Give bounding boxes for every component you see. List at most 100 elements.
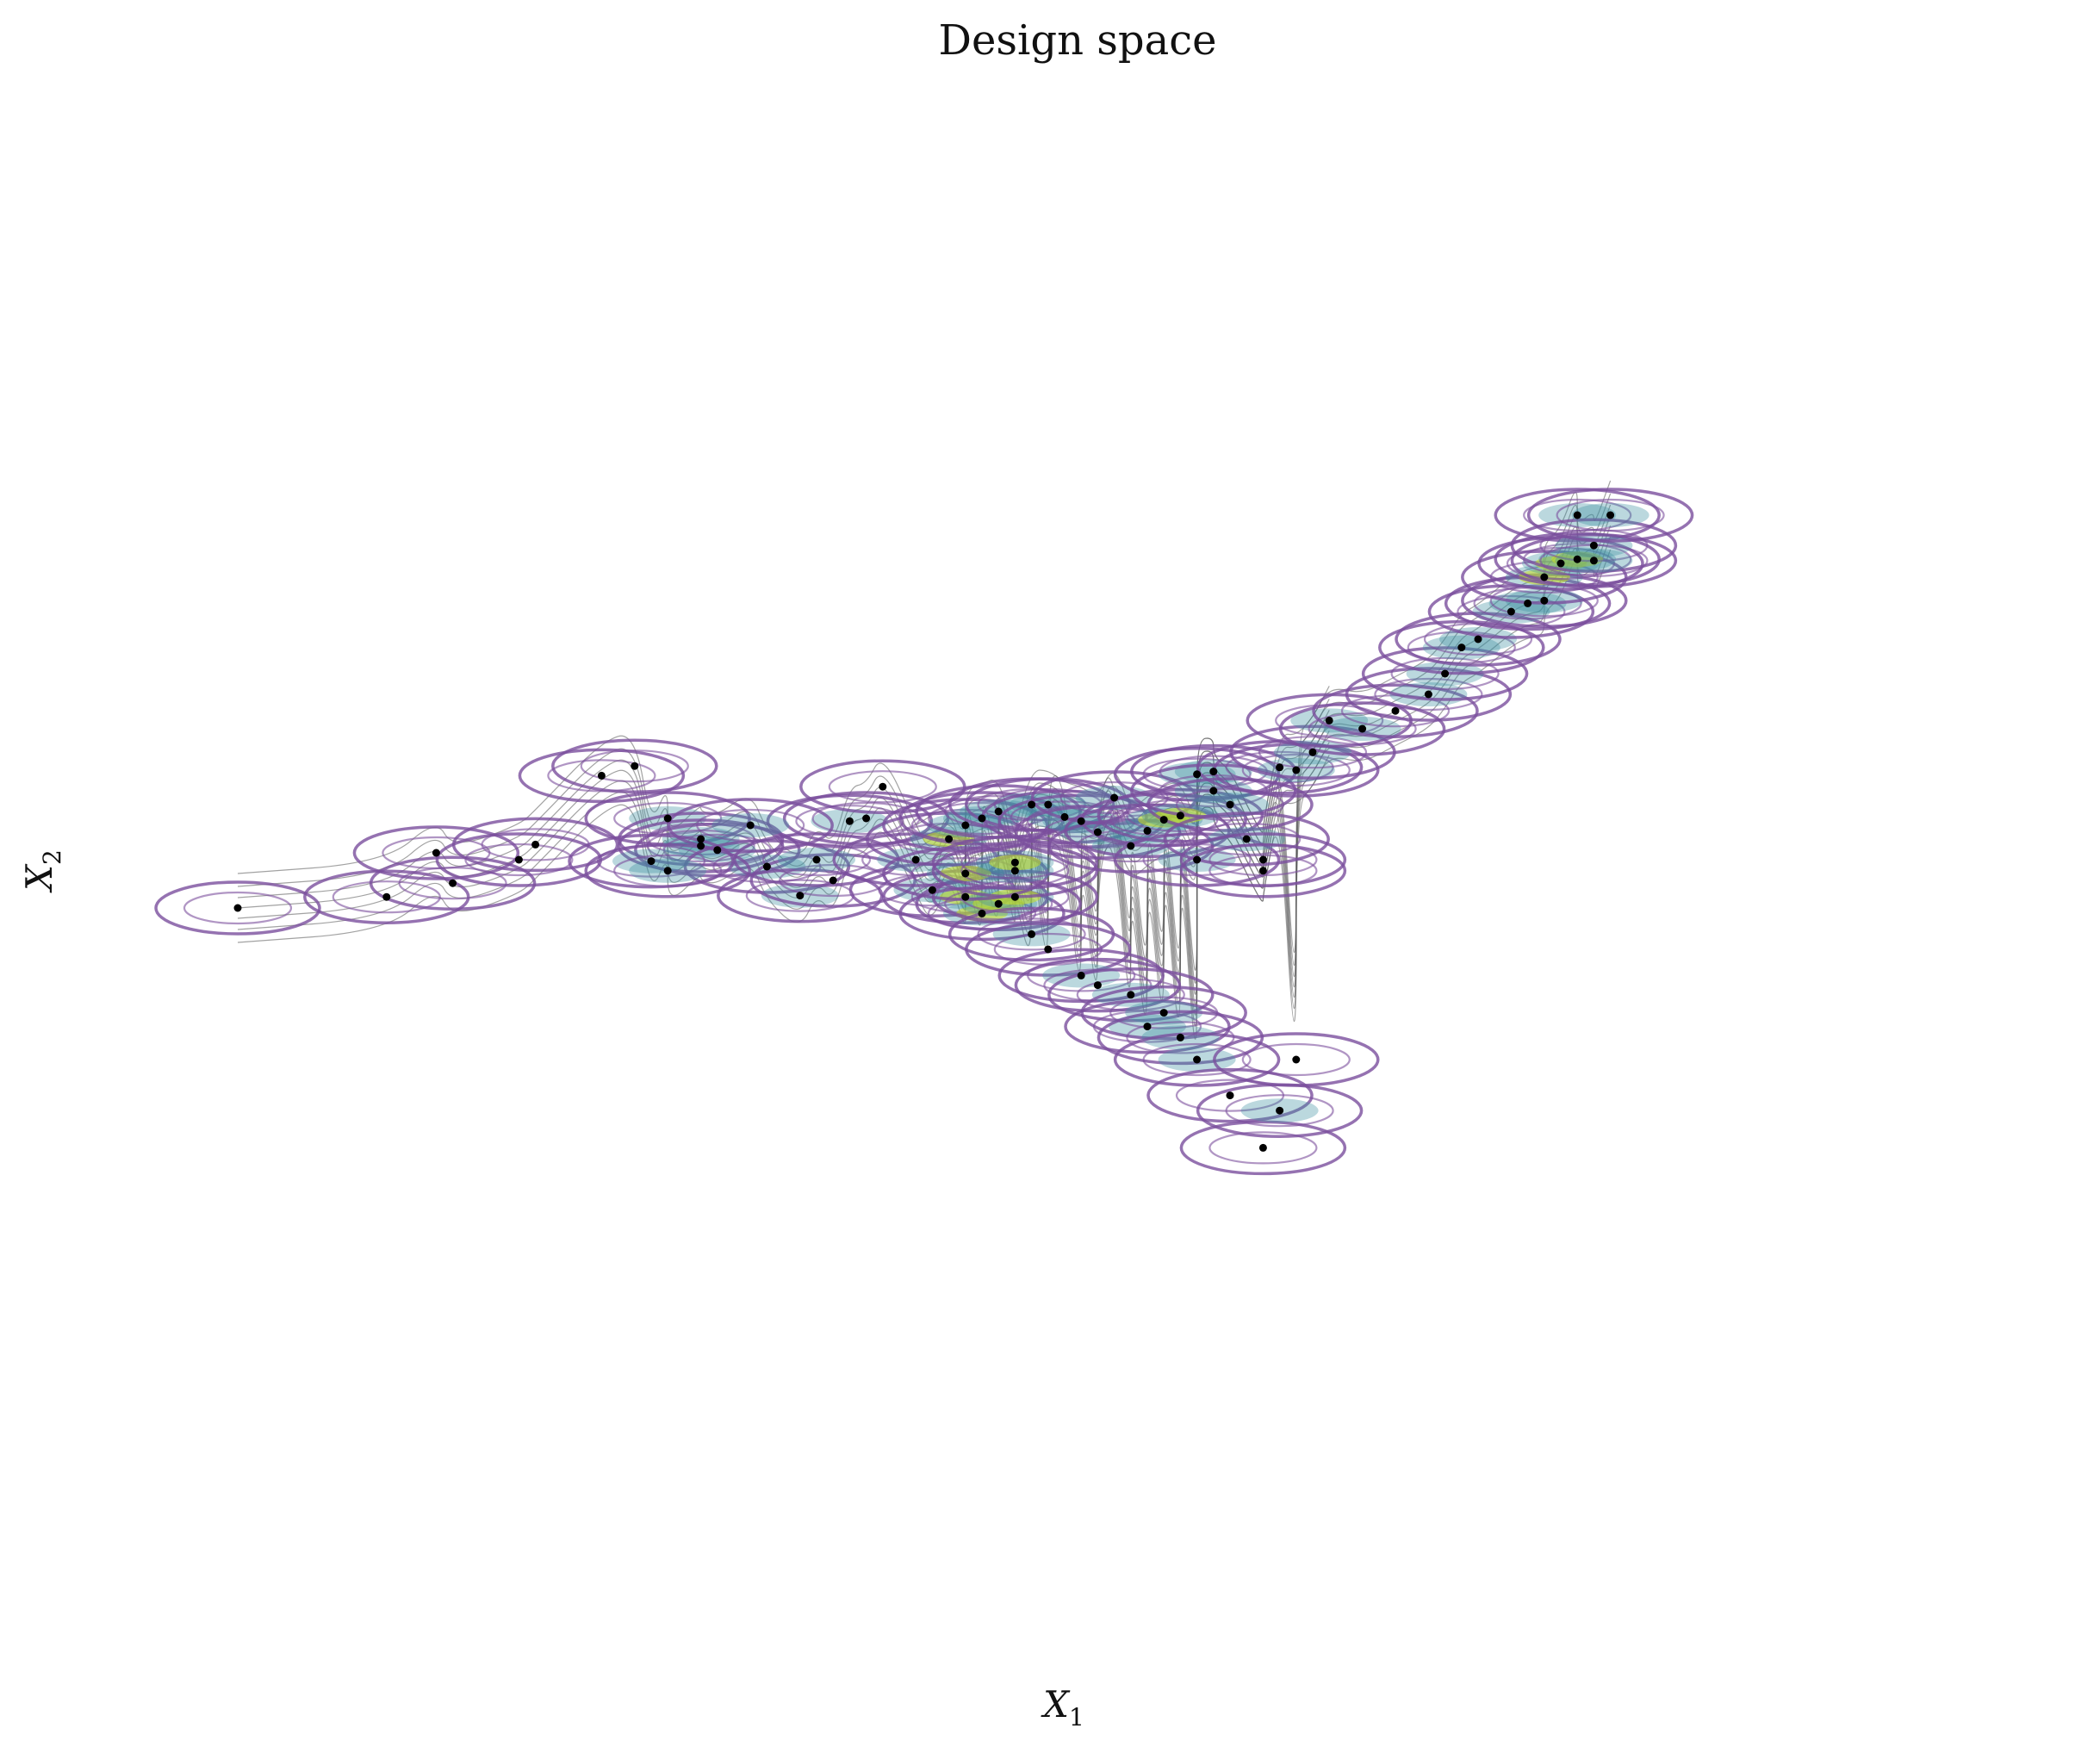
density-mid-contour-31 (1142, 1042, 1252, 1077)
density-mid-contour-35 (1241, 1042, 1351, 1077)
data-point-50 (1060, 812, 1069, 821)
data-point-79 (1540, 573, 1549, 581)
data-point-60 (1209, 768, 1218, 776)
density-outer-contour-3 (369, 855, 537, 911)
data-point-71 (1391, 706, 1400, 715)
data-point-47 (1010, 858, 1019, 867)
data-point-18 (928, 886, 936, 894)
data-point-10 (697, 842, 705, 850)
data-point-77 (1524, 599, 1532, 607)
density-outer-contour-73 (1361, 646, 1529, 701)
x-axis-label-subscript: 1 (1069, 1703, 1084, 1732)
density-mid-contour-37 (613, 854, 723, 887)
x-axis-label: X1 (1041, 1683, 1084, 1732)
data-point-73 (1441, 669, 1450, 678)
data-point-3 (449, 879, 457, 887)
density-outer-contour-33 (1179, 1120, 1347, 1176)
data-point-58 (1193, 855, 1202, 864)
data-point-56 (1159, 816, 1168, 824)
data-point-24 (1044, 945, 1053, 954)
density-mid-contour-65 (1208, 843, 1318, 877)
data-point-78 (1540, 596, 1549, 605)
density-mid-contour-29 (1109, 996, 1219, 1029)
data-point-44 (978, 814, 986, 823)
y-axis-label: X2 (18, 849, 66, 893)
density-outer-contour-31 (1113, 1032, 1281, 1087)
data-point-26 (1093, 981, 1102, 990)
data-point-6 (597, 771, 606, 780)
data-point-59 (1193, 770, 1202, 779)
data-point-63 (1242, 835, 1251, 843)
density-outer-contour-83 (1510, 518, 1678, 573)
data-point-49 (1044, 800, 1053, 809)
density-outer-contour-30 (1097, 1010, 1264, 1066)
data-point-13 (796, 892, 805, 900)
data-point-69 (1325, 716, 1333, 724)
density-mid-contour-68 (1258, 736, 1368, 769)
data-point-17 (879, 782, 887, 791)
data-point-42 (961, 869, 970, 878)
density-mid-contour-78 (1489, 584, 1599, 618)
data-point-83 (1589, 541, 1598, 550)
density-outer-contour-76 (1427, 584, 1595, 639)
data-point-7 (631, 762, 639, 770)
density-outer-contour-27 (1047, 967, 1215, 1023)
data-point-70 (1358, 724, 1367, 733)
data-point-8 (663, 814, 672, 823)
density-outer-contour-84 (1510, 533, 1678, 588)
data-point-53 (1110, 793, 1119, 802)
density-outer-contour-72 (1345, 667, 1513, 722)
density-outer-contour-5 (451, 817, 619, 873)
data-point-15 (845, 817, 854, 825)
density-outer-contour-1 (352, 825, 520, 880)
data-point-36 (647, 857, 655, 866)
data-point-2 (382, 892, 391, 901)
density-mid-contour-40 (861, 843, 971, 877)
chart-title: Design space (938, 16, 1216, 65)
density-outer-contour-26 (1014, 957, 1182, 1013)
data-point-21 (994, 899, 1003, 908)
data-point-14 (829, 876, 837, 885)
data-point-84 (1589, 556, 1598, 565)
data-point-4 (514, 855, 523, 864)
density-mid-contour-70 (1308, 712, 1417, 746)
data-point-54 (1127, 842, 1135, 850)
data-point-55 (1143, 826, 1152, 835)
density-outer-contour-0 (154, 880, 321, 936)
density-mid-contour-63 (1192, 822, 1302, 856)
density-contours (154, 480, 1694, 1176)
data-point-74 (1457, 644, 1466, 652)
density-mid-contour-76 (1457, 594, 1566, 629)
data-point-23 (1028, 930, 1036, 938)
density-mid-contour-2 (332, 880, 441, 914)
data-point-45 (994, 807, 1003, 816)
density-mid-contour-39 (761, 843, 872, 877)
data-point-65 (1258, 855, 1267, 864)
density-outer-contour-32 (1146, 1067, 1314, 1123)
density-mid-contour-33 (1208, 1131, 1318, 1165)
data-point-37 (663, 867, 672, 875)
density-mid-contour-38 (696, 808, 805, 843)
data-point-5 (531, 840, 540, 849)
data-point-62 (1226, 800, 1234, 809)
density-mid-contour-67 (1241, 753, 1351, 787)
data-point-25 (1077, 971, 1085, 979)
data-point-33 (1258, 1143, 1267, 1152)
density-outer-contour-35 (1213, 1032, 1380, 1087)
data-point-19 (961, 892, 970, 901)
density-outer-contour-36 (568, 833, 735, 889)
density-mid-contour-44 (927, 801, 1037, 836)
density-mid-contour-85 (1556, 498, 1665, 532)
density-outer-contour-63 (1163, 811, 1330, 867)
data-point-1 (432, 849, 440, 857)
data-points (233, 511, 1615, 1152)
data-point-0 (233, 904, 242, 912)
density-mid-contour-17 (828, 770, 937, 804)
density-mid-contour-7 (580, 749, 689, 783)
data-point-66 (1276, 763, 1284, 772)
x-axis-label-base: X (1041, 1683, 1071, 1725)
density-outer-contour-28 (1064, 998, 1231, 1054)
y-axis-label-subscript: 2 (38, 849, 66, 865)
y-axis-label-base: X (18, 863, 60, 893)
